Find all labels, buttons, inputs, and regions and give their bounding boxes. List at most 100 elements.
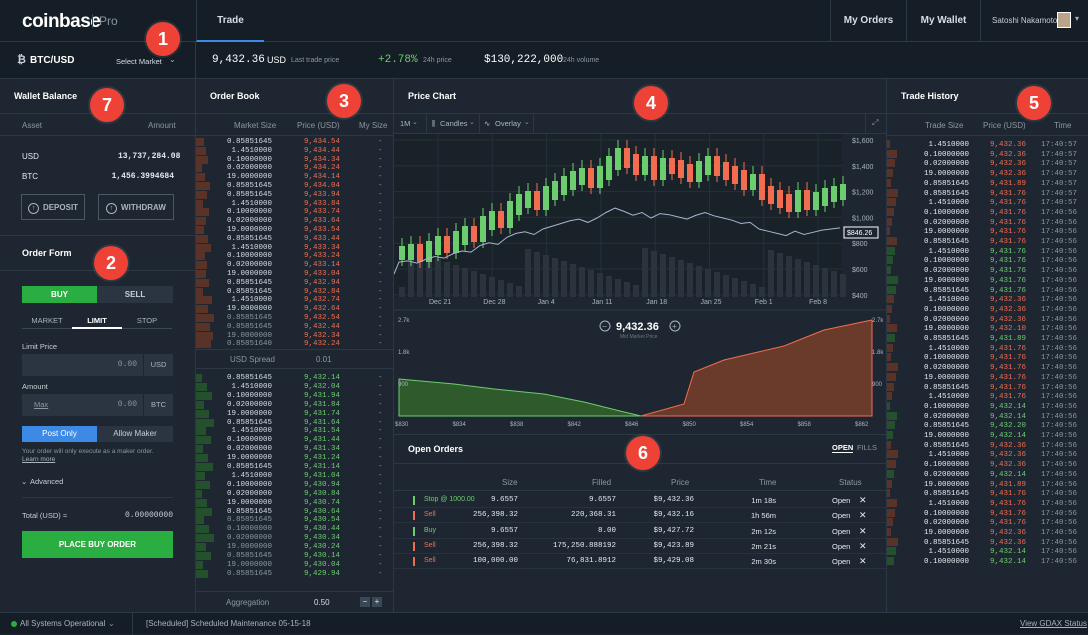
ask-price[interactable]: 9,433.04 [304, 270, 341, 278]
order-row[interactable]: Buy 9.6557 8.00 $9,427.72 2m 12s Open ✕ [394, 524, 886, 539]
trade-bar [887, 518, 893, 527]
close-icon[interactable]: ✕ [859, 525, 867, 536]
bid-price[interactable]: 9,430.84 [304, 489, 341, 498]
interval-dropdown[interactable]: 1M [400, 119, 411, 128]
systems-status[interactable]: All Systems Operational [20, 619, 106, 628]
bid-price[interactable]: 9,431.34 [304, 445, 341, 454]
market-tab[interactable]: MARKET [22, 313, 72, 329]
ask-price[interactable]: 9,434.14 [304, 173, 341, 182]
sell-tab[interactable]: SELL [97, 286, 173, 303]
bid-price[interactable]: 9,431.04 [304, 471, 341, 480]
plus-icon[interactable]: + [372, 597, 382, 607]
bid-price[interactable]: 9,431.64 [304, 418, 341, 427]
trade-bar [887, 372, 896, 381]
ask-price[interactable]: 9,433.34 [304, 243, 341, 252]
my-wallet-link[interactable]: My Wallet [906, 0, 980, 42]
tab-fills[interactable]: FILLS [857, 443, 878, 452]
select-market-dropdown[interactable]: Select Market [116, 57, 162, 66]
ask-price[interactable]: 9,432.44 [304, 322, 341, 331]
withdraw-button[interactable]: ↑ WITHDRAW [98, 194, 174, 220]
ask-price[interactable]: 9,432.24 [304, 340, 341, 349]
bid-price[interactable]: 9,431.14 [304, 463, 341, 471]
logo[interactable]: coinbase [22, 11, 101, 32]
bid-price[interactable]: 9,430.04 [304, 560, 341, 569]
bid-price[interactable]: 9,430.34 [304, 534, 341, 543]
maintenance-notice[interactable]: [Scheduled] Scheduled Maintenance 05-15-… [146, 619, 311, 628]
bid-depth-bar [196, 560, 203, 569]
order-row[interactable]: Stop @ 1000.00 9.6557 9.6557 $9,432.36 1m 18… [394, 493, 886, 508]
order-row[interactable]: Sell 256,398.32 175,250.888192 $9,423.89 2m … [394, 539, 886, 554]
bid-price[interactable]: 9,430.14 [304, 552, 341, 560]
order-row[interactable]: Sell 100,000.00 76,831.8912 $9,429.08 2m 30s… [394, 554, 886, 570]
bid-price[interactable]: 9,430.64 [304, 507, 341, 516]
bid-price[interactable]: 9,430.74 [304, 498, 341, 507]
place-order-button[interactable]: PLACE BUY ORDER [22, 531, 173, 558]
bid-price[interactable]: 9,432.04 [304, 382, 341, 391]
ask-price[interactable]: 9,433.54 [304, 226, 341, 234]
amount-input[interactable]: Max 0.00 BTC [22, 394, 173, 416]
candle-body [741, 170, 747, 190]
ask-price[interactable]: 9,432.84 [304, 287, 341, 296]
bid-price[interactable]: 9,430.94 [304, 480, 341, 489]
bid-price[interactable]: 9,430.44 [304, 525, 341, 534]
advanced-toggle[interactable]: Advanced [30, 477, 64, 486]
buy-tab[interactable]: BUY [22, 286, 97, 303]
view-status-link[interactable]: View GDAX Status [1020, 619, 1087, 628]
learn-more-link[interactable]: Learn more [22, 456, 56, 463]
tab-open[interactable]: OPEN [832, 443, 854, 453]
deposit-button[interactable]: ↑ DEPOSIT [21, 194, 85, 220]
ask-price[interactable]: 9,434.24 [304, 164, 341, 173]
ask-price[interactable]: 9,433.84 [304, 199, 341, 208]
chevron-down-icon[interactable]: ⌄ [21, 477, 28, 486]
max-link[interactable]: Max [34, 400, 49, 409]
limit-price-input[interactable]: 0.00 USD [22, 354, 173, 376]
ask-price[interactable]: 9,434.34 [304, 155, 341, 164]
ask-price[interactable]: 9,433.94 [304, 190, 341, 199]
bid-price[interactable]: 9,431.74 [304, 409, 341, 418]
ask-price[interactable]: 9,433.24 [304, 252, 341, 261]
post-only-toggle[interactable]: Post Only [22, 426, 97, 442]
ask-price[interactable]: 9,434.54 [304, 138, 341, 146]
ask-price[interactable]: 9,432.34 [304, 331, 341, 340]
limit-tab[interactable]: LIMIT [72, 313, 122, 329]
bid-price[interactable]: 9,430.24 [304, 543, 341, 552]
bid-price[interactable]: 9,431.24 [304, 454, 341, 463]
ask-price[interactable]: 9,433.74 [304, 208, 341, 217]
ask-price[interactable]: 9,432.74 [304, 296, 341, 305]
bid-price[interactable]: 9,430.54 [304, 516, 341, 525]
bid-price[interactable]: 9,429.94 [304, 569, 341, 578]
ask-price[interactable]: 9,433.44 [304, 234, 341, 243]
close-icon[interactable]: ✕ [859, 510, 867, 521]
close-icon[interactable]: ✕ [859, 556, 867, 567]
tab-trade[interactable]: Trade [196, 0, 264, 42]
overlay-dropdown[interactable]: Overlay [495, 119, 521, 128]
my-orders-link[interactable]: My Orders [830, 0, 906, 42]
close-icon[interactable]: ✕ [859, 540, 867, 551]
bid-price[interactable]: 9,432.14 [304, 374, 341, 382]
trade-time: 17:40:56 [1041, 354, 1078, 363]
candles-dropdown[interactable]: Candles [440, 119, 468, 128]
expand-icon[interactable]: ⤢ [872, 118, 879, 127]
trade-price: 9,431.76 [990, 208, 1027, 217]
stop-tab[interactable]: STOP [122, 313, 172, 329]
bid-price[interactable]: 9,431.94 [304, 391, 341, 400]
depth-x-tick-label: $830 [395, 422, 409, 428]
ask-price[interactable]: 9,433.64 [304, 217, 341, 226]
minus-icon[interactable]: − [360, 597, 370, 607]
close-icon[interactable]: ✕ [859, 495, 867, 505]
allow-maker-toggle[interactable]: Allow Maker [97, 426, 173, 442]
user-menu[interactable]: Satoshi Nakamoto ▾ [980, 0, 1088, 42]
bid-price[interactable]: 9,431.44 [304, 436, 341, 445]
bid-price[interactable]: 9,431.54 [304, 427, 341, 436]
ask-price[interactable]: 9,434.44 [304, 146, 341, 155]
ask-price[interactable]: 9,432.64 [304, 305, 341, 314]
price-chart[interactable]: $1,600 $1,400 $1,200 $1,000 $800 $600 $400 Dec … [394, 134, 886, 434]
ask-price[interactable]: 9,432.54 [304, 314, 341, 322]
bid-my-size: - [378, 400, 383, 409]
bid-price[interactable]: 9,431.84 [304, 400, 341, 409]
order-row[interactable]: Sell 256,398.32 220,368.31 $9,432.16 1h 56m O… [394, 508, 886, 524]
order-side: Stop @ 1000.00 [424, 496, 475, 503]
ask-price[interactable]: 9,433.14 [304, 261, 341, 270]
ask-price[interactable]: 9,434.04 [304, 182, 341, 190]
ask-price[interactable]: 9,432.94 [304, 278, 341, 287]
